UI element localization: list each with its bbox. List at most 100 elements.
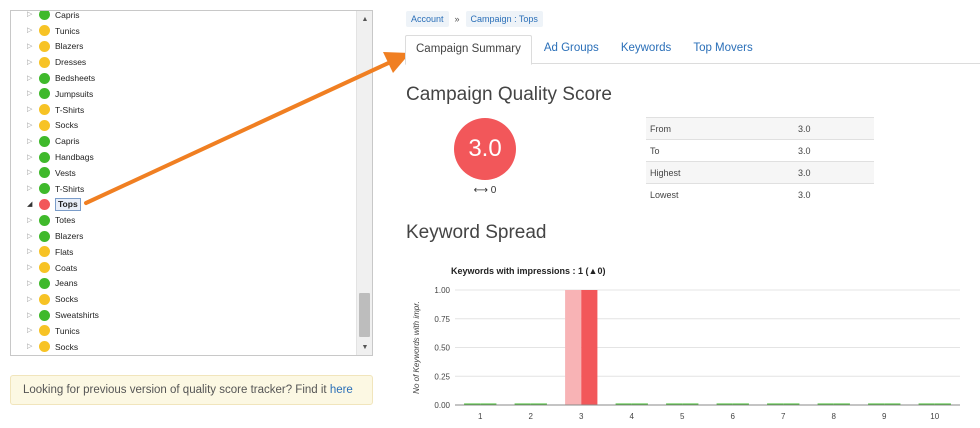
tree-item-label[interactable]: Blazers — [55, 41, 84, 52]
breadcrumb-account[interactable]: Account — [406, 11, 449, 27]
tree-item[interactable]: ▷ Capris — [11, 10, 356, 23]
expanded-triangle-icon[interactable]: ◢ — [27, 200, 33, 208]
tree-item[interactable]: ▷ Blazers — [11, 39, 356, 55]
x-tick-label: 1 — [478, 412, 483, 421]
tree-item[interactable]: ▷ Flats — [11, 244, 356, 260]
chart-bar — [934, 403, 951, 405]
notice-link[interactable]: here — [329, 384, 353, 396]
collapsed-triangle-icon[interactable]: ▷ — [27, 42, 33, 50]
row-value: 3.0 — [794, 139, 874, 162]
tree-item-label[interactable]: Dresses — [55, 57, 87, 68]
tree-item[interactable]: ▷ Socks — [11, 118, 356, 134]
collapsed-triangle-icon[interactable]: ▷ — [27, 295, 33, 303]
collapsed-triangle-icon[interactable]: ▷ — [27, 232, 33, 240]
tree-item[interactable]: ▷ Blazers — [11, 228, 356, 244]
collapsed-triangle-icon[interactable]: ▷ — [27, 279, 33, 287]
tree-item[interactable]: ▷ Totes — [11, 212, 356, 228]
tree-item[interactable]: ▷ Vests — [11, 165, 356, 181]
tab-campaign-summary[interactable]: Campaign Summary — [405, 35, 532, 65]
status-dot-icon — [39, 40, 50, 52]
collapsed-triangle-icon[interactable]: ▷ — [27, 264, 33, 272]
chart-title: Keywords with impressions : 1 (▲0) — [451, 266, 605, 276]
ad-group-tree: ▷ Capris ▷ Tunics ▷ Blazers ▷ Dresses ▷ Bedsheets… — [10, 10, 373, 356]
status-dot-icon — [39, 56, 50, 68]
x-tick-label: 5 — [680, 412, 685, 421]
tree-item-label[interactable]: Capris — [55, 136, 80, 147]
collapsed-triangle-icon[interactable]: ▷ — [27, 169, 33, 177]
tree-item-label[interactable]: T-Shirts — [55, 104, 85, 115]
tree-item-label[interactable]: Tunics — [55, 25, 80, 36]
x-tick-label: 9 — [882, 412, 887, 421]
scroll-up-icon[interactable]: ▲ — [361, 16, 369, 23]
y-tick-label: 1.00 — [434, 286, 450, 295]
tree-item-label[interactable]: Handbags — [55, 152, 94, 163]
collapsed-triangle-icon[interactable]: ▷ — [27, 327, 33, 335]
scroll-thumb[interactable] — [359, 293, 370, 337]
collapsed-triangle-icon[interactable]: ▷ — [27, 121, 33, 129]
tree-item[interactable]: ▷ T-Shirts — [11, 102, 356, 118]
collapsed-triangle-icon[interactable]: ▷ — [27, 343, 33, 351]
tree-item-label[interactable]: Tops — [55, 197, 81, 211]
y-tick-label: 0.25 — [434, 372, 450, 381]
x-tick-label: 7 — [781, 412, 786, 421]
chart-bar — [565, 290, 582, 405]
x-tick-label: 10 — [930, 412, 939, 421]
collapsed-triangle-icon[interactable]: ▷ — [27, 106, 33, 114]
tree-item[interactable]: ▷ Jumpsuits — [11, 86, 356, 102]
tree-item-label[interactable]: Flats — [55, 246, 74, 257]
tree-item-label[interactable]: Socks — [55, 341, 79, 352]
status-dot-icon — [39, 214, 50, 226]
tree-item[interactable]: ▷ Dresses — [11, 54, 356, 70]
tree-item[interactable]: ▷ Tunics — [11, 23, 356, 39]
tree-item[interactable]: ▷ Bedsheets — [11, 70, 356, 86]
chart-bar — [615, 403, 632, 405]
tree-item-label[interactable]: Vests — [55, 167, 76, 178]
collapsed-triangle-icon[interactable]: ▷ — [27, 11, 33, 19]
tree-item[interactable]: ▷ Socks — [11, 339, 356, 355]
tree-item[interactable]: ▷ Tunics — [11, 323, 356, 339]
collapsed-triangle-icon[interactable]: ▷ — [27, 248, 33, 256]
collapsed-triangle-icon[interactable]: ▷ — [27, 74, 33, 82]
x-tick-label: 6 — [731, 412, 736, 421]
collapsed-triangle-icon[interactable]: ▷ — [27, 185, 33, 193]
tree-item-label[interactable]: Socks — [55, 120, 79, 131]
tab-top-movers[interactable]: Top Movers — [693, 42, 753, 54]
tree-item[interactable]: ◢ Tops — [11, 197, 356, 213]
tree-item-label[interactable]: Coats — [55, 262, 78, 273]
breadcrumb-campaign[interactable]: Campaign : Tops — [465, 11, 543, 27]
collapsed-triangle-icon[interactable]: ▷ — [27, 153, 33, 161]
tree-item-label[interactable]: T-Shirts — [55, 183, 85, 194]
row-label: To — [646, 139, 794, 162]
tree-item[interactable]: ▷ Socks — [11, 291, 356, 307]
tree-item[interactable]: ▷ Capris — [11, 133, 356, 149]
collapsed-triangle-icon[interactable]: ▷ — [27, 216, 33, 224]
chart-bar — [631, 403, 648, 405]
collapsed-triangle-icon[interactable]: ▷ — [27, 90, 33, 98]
tree-scrollbar[interactable]: ▲ ▼ — [356, 11, 372, 355]
tree-item-label[interactable]: Sweatshirts — [55, 310, 99, 321]
tree-item[interactable]: ▷ T-Shirts — [11, 181, 356, 197]
tab-ad-groups[interactable]: Ad Groups — [543, 42, 599, 54]
tree-item[interactable]: ▷ Handbags — [11, 149, 356, 165]
tree-item-label[interactable]: Tunics — [55, 325, 80, 336]
tree-item[interactable]: ▷ Coats — [11, 260, 356, 276]
x-tick-label: 4 — [630, 412, 635, 421]
keyword-spread-chart: Keywords with impressions : 1 (▲0) 0.00 0.… — [412, 266, 960, 421]
tree-item-label[interactable]: Blazers — [55, 231, 84, 242]
chart-bar — [464, 403, 481, 405]
tree-item-label[interactable]: Totes — [55, 215, 76, 226]
collapsed-triangle-icon[interactable]: ▷ — [27, 58, 33, 66]
tree-item-label[interactable]: Bedsheets — [55, 73, 96, 84]
tab-keywords[interactable]: Keywords — [620, 42, 672, 54]
tree-item[interactable]: ▷ Jeans — [11, 276, 356, 292]
tree-item[interactable]: ▷ Sweatshirts — [11, 307, 356, 323]
tree-item-label[interactable]: Socks — [55, 294, 79, 305]
collapsed-triangle-icon[interactable]: ▷ — [27, 27, 33, 35]
tree-item-label[interactable]: Jumpsuits — [55, 88, 94, 99]
status-dot-icon — [39, 246, 50, 258]
tree-item-label[interactable]: Jeans — [55, 278, 78, 289]
tree-item-label[interactable]: Capris — [55, 10, 80, 20]
scroll-down-icon[interactable]: ▼ — [361, 344, 369, 351]
collapsed-triangle-icon[interactable]: ▷ — [27, 311, 33, 319]
collapsed-triangle-icon[interactable]: ▷ — [27, 137, 33, 145]
